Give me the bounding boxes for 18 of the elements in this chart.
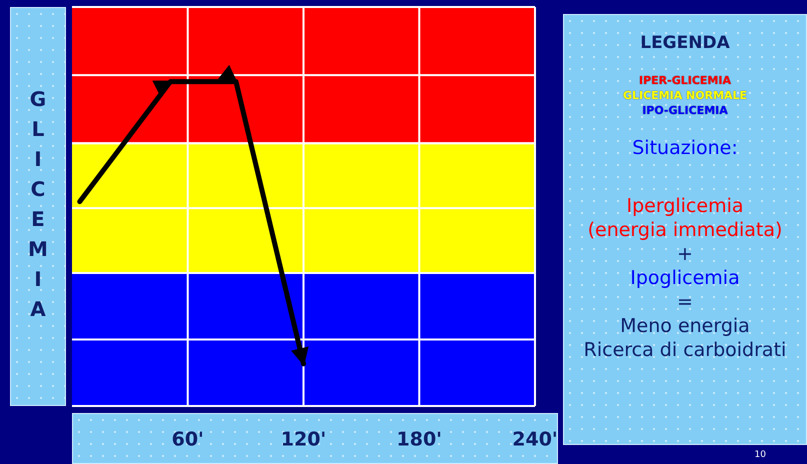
legend-title: LEGENDA (640, 33, 730, 53)
x-tick-label: 240' (512, 428, 558, 450)
text: Ricerca di carboidrati (584, 338, 786, 362)
text: 10 (754, 450, 766, 460)
text: Meno energia (620, 314, 750, 338)
x-tick-label: 180' (396, 428, 442, 450)
text: + (677, 242, 693, 266)
x-tick-label: 120' (280, 428, 326, 450)
band-label: IPER-GLICEMIA (639, 73, 731, 88)
text: = (677, 290, 693, 314)
band-label: GLICEMIA NORMALE (622, 88, 748, 103)
y-axis-title: GLICEMIA (26, 86, 50, 326)
band-label: IPO-GLICEMIA (642, 103, 728, 118)
text: Iperglicemia (626, 194, 744, 218)
text: Situazione: (632, 136, 738, 160)
text: Ipoglicemia (630, 266, 740, 290)
x-tick-label: 60' (172, 428, 204, 450)
text: (energia immediata) (588, 218, 782, 242)
